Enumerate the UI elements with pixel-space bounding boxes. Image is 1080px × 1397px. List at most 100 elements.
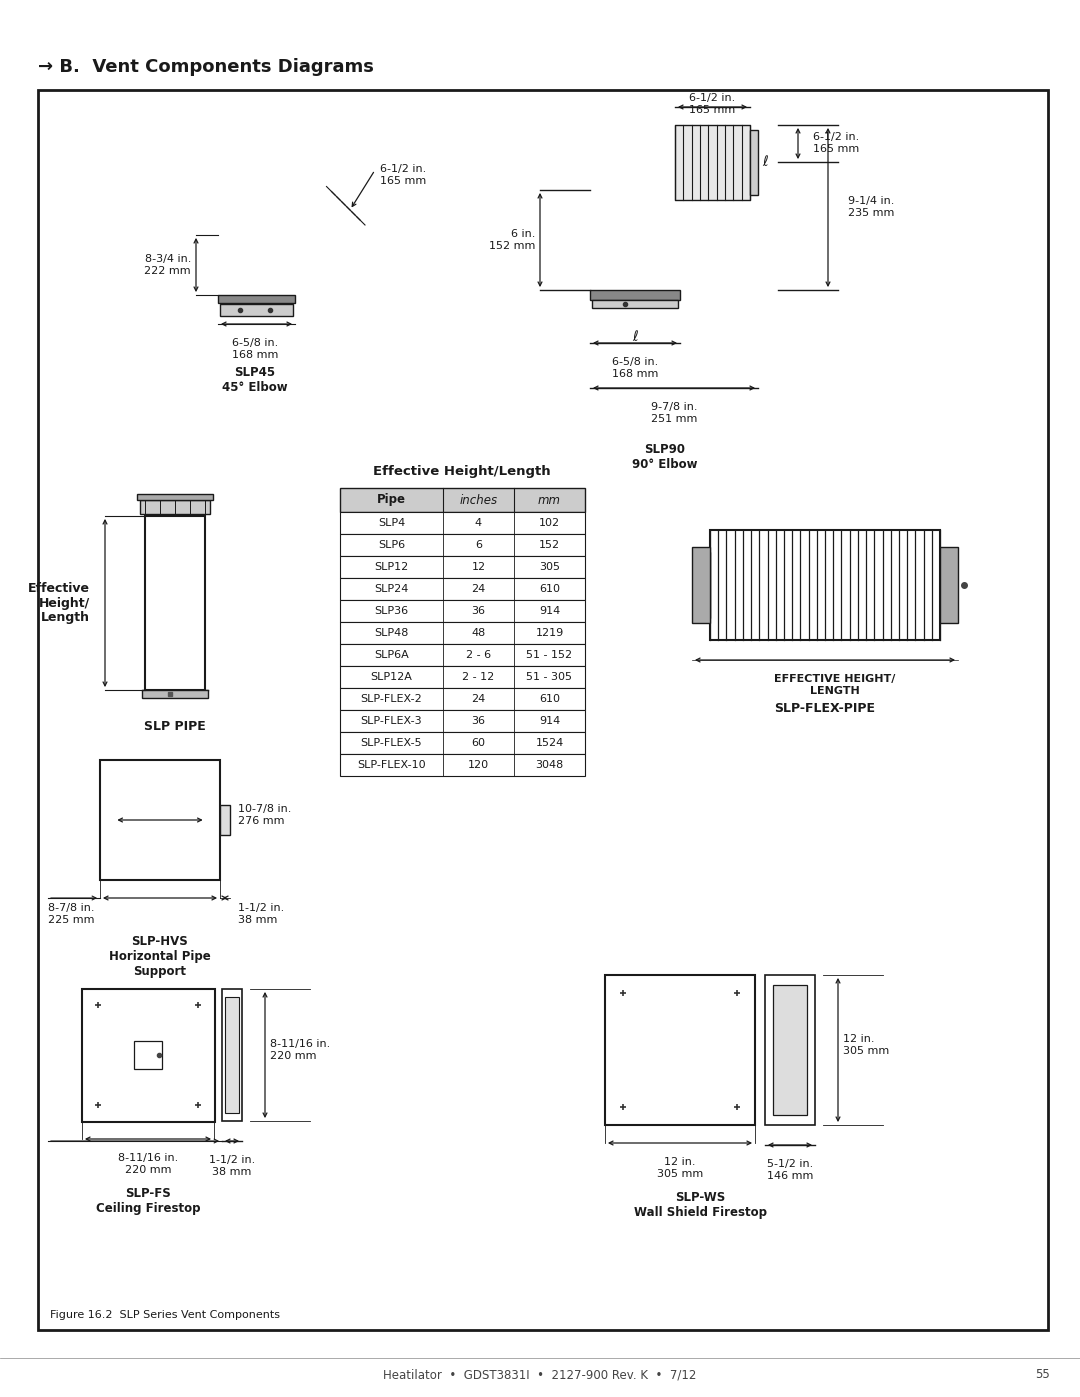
Text: SLP90
90° Elbow: SLP90 90° Elbow <box>632 443 698 471</box>
Bar <box>82 989 215 1122</box>
Bar <box>340 644 585 666</box>
Text: 152: 152 <box>539 541 561 550</box>
Text: 24: 24 <box>471 584 486 594</box>
Text: 6-1/2 in.
165 mm: 6-1/2 in. 165 mm <box>689 94 735 115</box>
Bar <box>940 548 958 623</box>
Text: 2 - 12: 2 - 12 <box>462 672 495 682</box>
Text: 8-11/16 in.
220 mm: 8-11/16 in. 220 mm <box>118 1153 178 1175</box>
Text: EFFECTIVE HEIGHT/
LENGTH: EFFECTIVE HEIGHT/ LENGTH <box>774 673 895 696</box>
Text: 10-7/8 in.
276 mm: 10-7/8 in. 276 mm <box>238 805 292 826</box>
Text: 6-5/8 in.
168 mm: 6-5/8 in. 168 mm <box>232 338 279 359</box>
Text: SLP36: SLP36 <box>375 606 408 616</box>
Text: Figure 16.2  SLP Series Vent Components: Figure 16.2 SLP Series Vent Components <box>50 1310 280 1320</box>
Bar <box>220 805 230 835</box>
Text: SLP-FS
Ceiling Firestop: SLP-FS Ceiling Firestop <box>96 1187 200 1215</box>
Text: SLP48: SLP48 <box>375 629 408 638</box>
Text: 1524: 1524 <box>536 738 564 747</box>
Circle shape <box>102 1009 195 1102</box>
Text: Effective Height/Length: Effective Height/Length <box>374 465 551 478</box>
Bar <box>340 599 585 622</box>
Circle shape <box>114 774 205 866</box>
Bar <box>218 295 295 303</box>
Circle shape <box>113 859 121 868</box>
Circle shape <box>199 773 207 781</box>
Text: inches: inches <box>459 493 498 507</box>
Text: 36: 36 <box>472 717 485 726</box>
Text: SLP24: SLP24 <box>375 584 408 594</box>
Text: 1-1/2 in.
38 mm: 1-1/2 in. 38 mm <box>208 1155 255 1176</box>
Text: SLP4: SLP4 <box>378 518 405 528</box>
Text: SLP6A: SLP6A <box>374 650 409 659</box>
Text: 12 in.
305 mm: 12 in. 305 mm <box>657 1157 703 1179</box>
Text: 305: 305 <box>539 562 559 571</box>
Bar <box>340 488 585 511</box>
Bar <box>675 124 750 200</box>
Bar <box>698 552 710 617</box>
Text: SLP-FLEX-PIPE: SLP-FLEX-PIPE <box>774 703 876 715</box>
Text: 24: 24 <box>471 694 486 704</box>
Text: 8-7/8 in.
225 mm: 8-7/8 in. 225 mm <box>49 902 95 925</box>
Text: SLP-FLEX-10: SLP-FLEX-10 <box>357 760 426 770</box>
Text: SLP6: SLP6 <box>378 541 405 550</box>
Bar <box>340 511 585 534</box>
Text: SLP-FLEX-2: SLP-FLEX-2 <box>361 694 422 704</box>
Bar <box>340 732 585 754</box>
Text: 6-5/8 in.
168 mm: 6-5/8 in. 168 mm <box>611 358 658 379</box>
Text: SLP45
45° Elbow: SLP45 45° Elbow <box>222 366 287 394</box>
Bar <box>692 548 710 623</box>
Text: 2 - 6: 2 - 6 <box>465 650 491 659</box>
Bar <box>340 666 585 687</box>
Polygon shape <box>585 124 690 291</box>
Text: 60: 60 <box>472 738 485 747</box>
Text: 4: 4 <box>475 518 482 528</box>
Bar <box>340 578 585 599</box>
Text: 48: 48 <box>471 629 486 638</box>
Text: → B.  Vent Components Diagrams: → B. Vent Components Diagrams <box>38 59 374 75</box>
Text: 6 in.
152 mm: 6 in. 152 mm <box>488 229 535 251</box>
Text: SLP-FLEX-5: SLP-FLEX-5 <box>361 738 422 747</box>
Text: 51 - 152: 51 - 152 <box>526 650 572 659</box>
Text: SLP12A: SLP12A <box>370 672 413 682</box>
Bar <box>750 130 758 196</box>
Text: 914: 914 <box>539 606 561 616</box>
Circle shape <box>624 995 735 1106</box>
Text: ℓ: ℓ <box>762 155 768 169</box>
Polygon shape <box>218 196 365 295</box>
Bar <box>38 89 1048 1330</box>
Bar <box>340 556 585 578</box>
Text: 1219: 1219 <box>536 629 564 638</box>
Bar <box>340 622 585 644</box>
Text: 51 - 305: 51 - 305 <box>526 672 572 682</box>
Bar <box>220 305 293 316</box>
Bar <box>145 515 205 690</box>
Circle shape <box>168 859 179 869</box>
Bar <box>134 1041 162 1069</box>
Bar <box>100 760 220 880</box>
Bar <box>340 710 585 732</box>
Bar <box>605 975 755 1125</box>
Text: 120: 120 <box>468 760 489 770</box>
Text: 9-7/8 in.
251 mm: 9-7/8 in. 251 mm <box>651 402 698 423</box>
Bar <box>940 552 951 617</box>
Bar <box>340 534 585 556</box>
Bar <box>590 291 680 300</box>
Text: 55: 55 <box>1036 1369 1050 1382</box>
Text: mm: mm <box>538 493 561 507</box>
Text: Effective
Height/
Length: Effective Height/ Length <box>28 581 90 624</box>
Text: 6-1/2 in.
165 mm: 6-1/2 in. 165 mm <box>813 133 860 154</box>
Bar <box>773 985 807 1115</box>
Bar <box>765 975 815 1125</box>
Text: SLP-FLEX-3: SLP-FLEX-3 <box>361 717 422 726</box>
Circle shape <box>141 859 151 869</box>
Text: 36: 36 <box>472 606 485 616</box>
Text: Heatilator  •  GDST3831I  •  2127-900 Rev. K  •  7/12: Heatilator • GDST3831I • 2127-900 Rev. K… <box>383 1369 697 1382</box>
Text: ℓ: ℓ <box>632 330 638 344</box>
Text: 610: 610 <box>539 694 559 704</box>
Bar <box>137 495 213 500</box>
Text: 12 in.
305 mm: 12 in. 305 mm <box>843 1034 889 1056</box>
Bar <box>710 529 940 640</box>
Text: 6-1/2 in.
165 mm: 6-1/2 in. 165 mm <box>380 165 427 186</box>
Bar <box>222 989 242 1120</box>
Text: 610: 610 <box>539 584 559 594</box>
Text: 6: 6 <box>475 541 482 550</box>
